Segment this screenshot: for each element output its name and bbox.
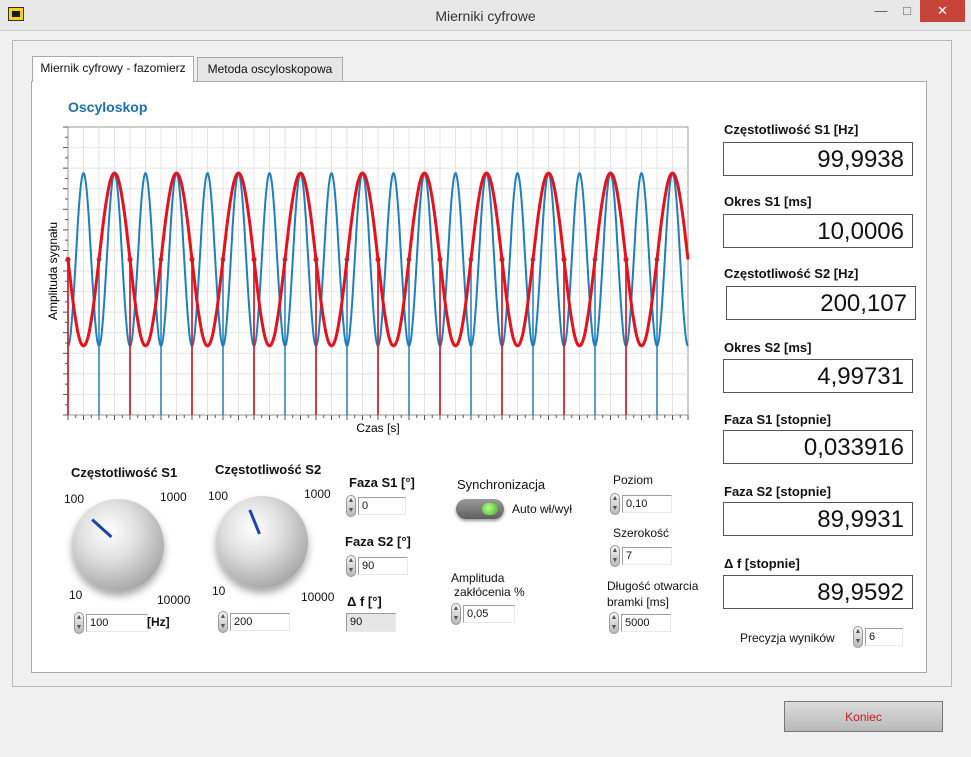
oscilloscope-chart: Czas [s] Amplituda sygnału [43,120,695,440]
freq-s1-input[interactable]: 100 [86,614,148,632]
crossing-point-s1 [375,256,381,262]
level-input[interactable]: 0,10 [622,495,672,513]
noise-spinner[interactable]: ▲ ▼ [451,603,461,625]
chart-svg: Czas [s] Amplituda sygnału [46,126,690,435]
crossing-point-s1 [313,256,319,262]
period-s1-result: 10,0006 [723,214,913,248]
width-input[interactable]: 7 [622,547,672,565]
freq-s1-result: 99,9938 [723,142,913,176]
labview-app-icon [8,7,24,21]
crossing-point-s1 [561,256,567,262]
tab-phase-meter[interactable]: Miernik cyfrowy - fazomierz [32,56,194,82]
phase-s2-input[interactable]: 90 [358,557,408,575]
freq-s1-control[interactable]: ▲ ▼ 100 [74,612,164,634]
noise-label-1: Amplituda [451,571,505,585]
width-spinner[interactable]: ▲ ▼ [610,545,620,567]
period-s2-result: 4,99731 [723,359,913,393]
freq-s2-result: 200,107 [726,286,916,320]
x-axis-label: Czas [s] [356,421,399,435]
exit-button[interactable]: Koniec [784,701,943,732]
freq-s1-knob[interactable] [72,499,164,591]
freq-s1-scale-max: 10000 [157,593,191,607]
noise-control[interactable]: ▲ ▼ 0,05 [451,603,521,625]
freq-s2-scale-low: 100 [208,489,229,503]
phase-s1-control[interactable]: ▲ ▼ 0 [346,495,416,517]
precision-control[interactable]: ▲ ▼ 6 [853,626,905,648]
crossing-point-s1 [437,256,443,262]
freq-s1-scale-high: 1000 [160,490,187,504]
level-label: Poziom [613,473,654,487]
delta-f-result: 89,9592 [723,575,913,609]
freq-s2-knob-pointer [248,509,261,535]
delta-f-label: Δ f [°] [347,594,382,609]
freq-s2-spinner[interactable]: ▲ ▼ [218,611,228,633]
phase-s1-spinner[interactable]: ▲ ▼ [346,495,356,517]
freq-s2-input[interactable]: 200 [230,613,290,631]
phase-s1-input[interactable]: 0 [358,497,406,515]
sync-toggle[interactable] [456,499,504,519]
freq-s2-control[interactable]: ▲ ▼ 200 [218,611,308,633]
phase-s2-spinner[interactable]: ▲ ▼ [346,555,356,577]
precision-spinner[interactable]: ▲ ▼ [853,626,863,648]
gate-spinner[interactable]: ▲ ▼ [609,612,619,634]
freq-s1-label: Częstotliwość S1 [71,465,178,480]
width-label: Szerokość [613,526,670,540]
phase-s2-result: 89,9931 [723,502,913,536]
axis-ticks [63,126,689,420]
crossing-point-s1 [189,256,195,262]
crossing-point-s1 [127,256,133,262]
minimize-icon[interactable]: — [874,3,888,18]
gate-control[interactable]: ▲ ▼ 5000 [609,612,673,634]
phase-s2-label: Faza S2 [°] [345,534,411,549]
noise-label-2: zakłócenia % [454,585,525,599]
freq-s2-scale-max: 10000 [301,590,335,604]
title-bar: Mierniki cyfrowe — □ ✕ [0,0,971,31]
precision-label: Precyzja wyników [740,631,835,645]
freq-s1-unit: [Hz] [147,615,170,629]
crossing-point-s1 [623,256,629,262]
noise-input[interactable]: 0,05 [463,605,515,623]
level-spinner[interactable]: ▲ ▼ [610,493,620,515]
precision-input[interactable]: 6 [865,628,903,646]
tab-oscilloscope-method[interactable]: Metoda oscyloskopowa [197,57,343,81]
maximize-icon[interactable]: □ [903,3,911,18]
sync-led-icon [482,503,498,515]
crossing-point-s1 [65,256,71,262]
series-s1 [65,171,690,415]
freq-s1-spinner[interactable]: ▲ ▼ [74,612,84,634]
width-control[interactable]: ▲ ▼ 7 [610,545,674,567]
freq-s2-knob[interactable] [216,496,308,588]
close-icon[interactable]: ✕ [920,0,965,22]
gate-label-2: bramki [ms] [607,595,670,609]
crossing-point-s1 [499,256,505,262]
phase-s1-result-label: Faza S1 [stopnie] [724,412,831,427]
period-s1-result-label: Okres S1 [ms] [724,194,812,209]
freq-s2-scale-high: 1000 [304,487,331,501]
crossing-point-s1 [251,256,257,262]
gate-input[interactable]: 5000 [621,614,671,632]
period-s2-result-label: Okres S2 [ms] [724,340,812,355]
freq-s2-scale-min: 10 [212,584,226,598]
phase-s1-result: 0,033916 [723,430,913,464]
phase-s2-result-label: Faza S2 [stopnie] [724,484,831,499]
phase-s1-label: Faza S1 [°] [349,475,415,490]
freq-s1-result-label: Częstotliwość S1 [Hz] [724,122,859,137]
freq-s1-scale-low: 100 [64,492,85,506]
delta-f-result-label: Δ f [stopnie] [724,556,800,571]
sync-toggle-label: Auto wł/wył [512,502,573,516]
gate-label-1: Długość otwarcia [607,579,699,593]
phase-s2-control[interactable]: ▲ ▼ 90 [346,555,416,577]
oscilloscope-title: Oscyloskop [68,99,148,115]
level-control[interactable]: ▲ ▼ 0,10 [610,493,674,515]
sync-label: Synchronizacja [457,477,546,492]
freq-s1-knob-pointer [91,518,113,539]
y-axis-label: Amplituda sygnału [46,222,60,320]
delta-f-indicator: 90 [346,613,396,632]
window-title: Mierniki cyfrowe [435,8,536,24]
freq-s1-scale-min: 10 [69,588,83,602]
freq-s2-result-label: Częstotliwość S2 [Hz] [724,266,859,281]
freq-s2-label: Częstotliwość S2 [215,462,322,477]
